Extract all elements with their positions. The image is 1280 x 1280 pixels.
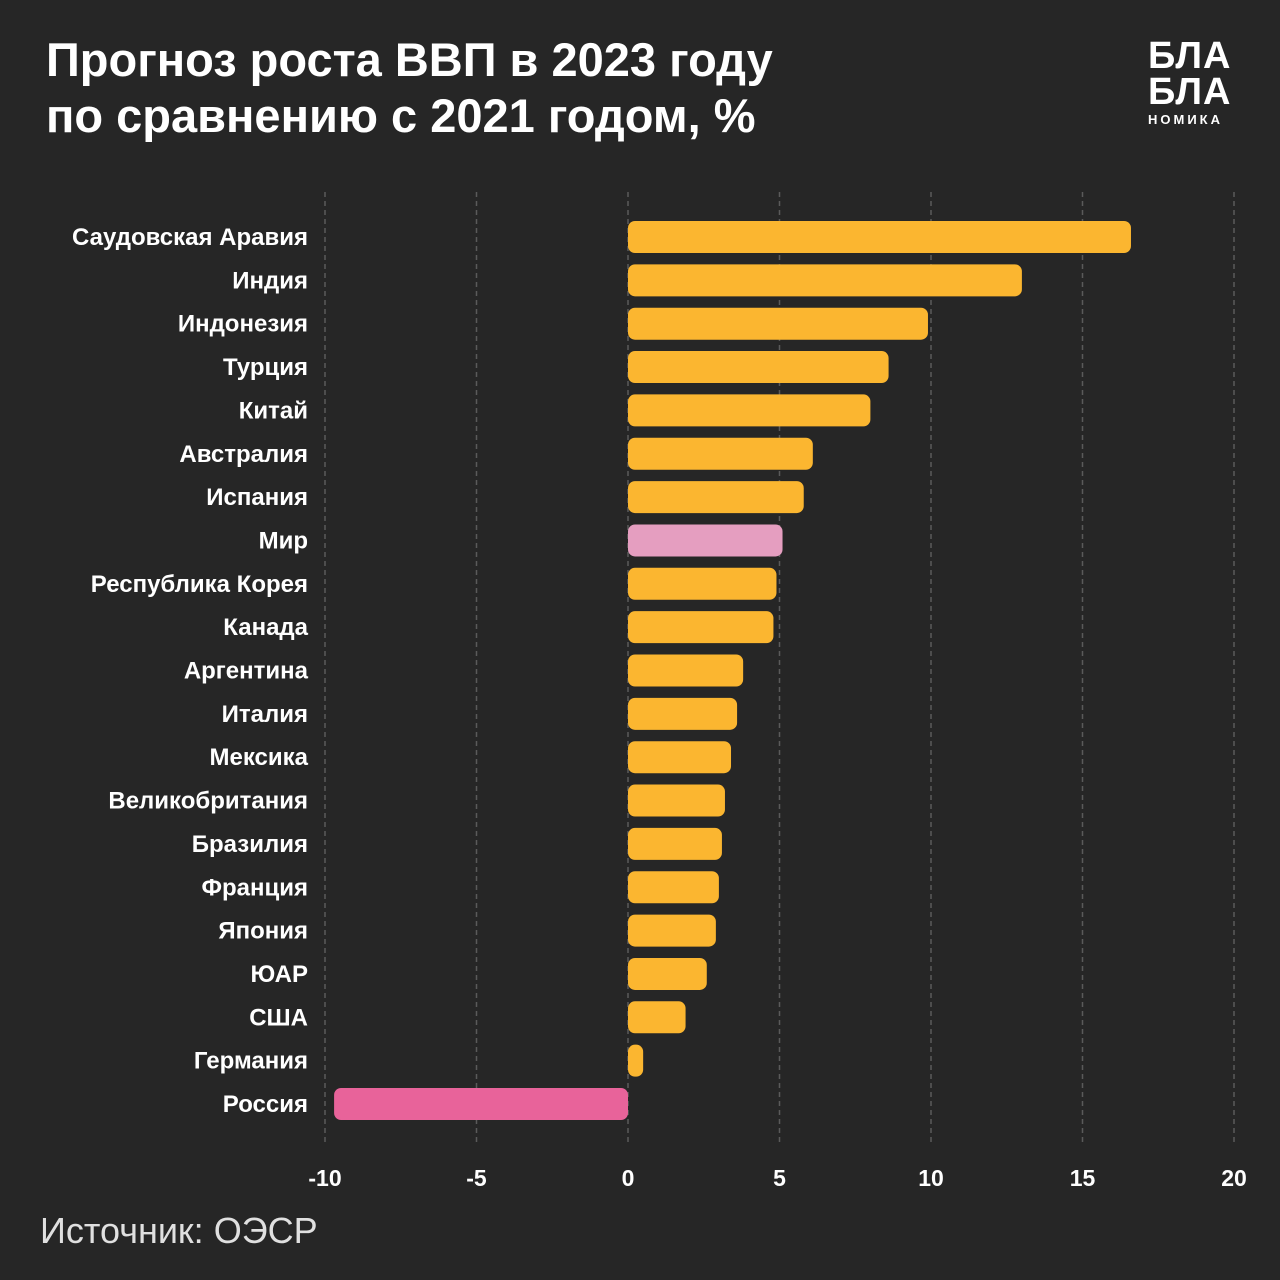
category-label: Великобритания [108, 788, 308, 815]
x-tick-label: 10 [918, 1165, 944, 1191]
category-label: Турция [223, 354, 308, 381]
chart-title: Прогноз роста ВВП в 2023 году по сравнен… [46, 32, 773, 144]
bar [628, 957, 707, 990]
category-label: Германия [194, 1048, 308, 1075]
category-label: Саудовская Аравия [72, 224, 308, 251]
bar [628, 741, 732, 774]
bar [628, 611, 774, 644]
category-label: Италия [222, 701, 308, 728]
logo-line-3: НОМИКА [1148, 112, 1223, 127]
category-label: Бразилия [192, 831, 308, 858]
category-label: Франция [202, 874, 309, 901]
x-tick-label: 0 [622, 1165, 635, 1191]
category-label: Республика Корея [91, 571, 308, 598]
brand-logo: БЛА БЛА НОМИКА [1148, 35, 1244, 127]
category-label: Россия [223, 1091, 308, 1118]
title-line-1: Прогноз роста ВВП в 2023 году [46, 33, 773, 86]
x-tick-label: -10 [308, 1165, 341, 1191]
bar [628, 1001, 686, 1034]
category-label: ЮАР [251, 961, 309, 988]
category-label: Канада [223, 614, 308, 641]
bar [628, 351, 889, 384]
x-tick-label: 15 [1070, 1165, 1096, 1191]
category-label: Мексика [210, 744, 309, 771]
category-label: Австралия [179, 441, 308, 468]
logo-line-2: БЛА [1148, 71, 1232, 113]
category-label: Аргентина [184, 658, 309, 685]
bar [628, 481, 804, 514]
bar [628, 1044, 644, 1077]
x-tick-label: -5 [466, 1165, 487, 1191]
bar [628, 567, 777, 600]
bar [628, 654, 744, 687]
category-label: Индия [232, 267, 308, 294]
title-line-2: по сравнению с 2021 годом, % [46, 89, 756, 142]
category-label: Индонезия [178, 311, 308, 338]
bar [628, 784, 725, 817]
source-note: Источник: ОЭСР [40, 1210, 318, 1251]
bar [628, 697, 738, 730]
bar [628, 871, 719, 904]
category-label: Мир [259, 527, 308, 554]
category-label: Китай [239, 397, 308, 424]
x-tick-label: 20 [1221, 1165, 1247, 1191]
bar [334, 1088, 628, 1120]
bar [628, 827, 722, 860]
bar [628, 221, 1131, 253]
bar [628, 524, 783, 557]
bar-chart: -10 -5 0 5 10 15 20 Саудовская Аравия Индия Индон… [72, 192, 1247, 1191]
category-label: Испания [206, 484, 308, 511]
category-label: США [249, 1004, 308, 1031]
x-tick-label: 5 [773, 1165, 786, 1191]
bar [628, 394, 871, 427]
bar [628, 307, 928, 340]
bar [628, 264, 1022, 297]
category-label: Япония [218, 918, 308, 945]
logo-line-1: БЛА [1148, 35, 1232, 77]
bar [628, 437, 813, 470]
bar [628, 914, 716, 947]
